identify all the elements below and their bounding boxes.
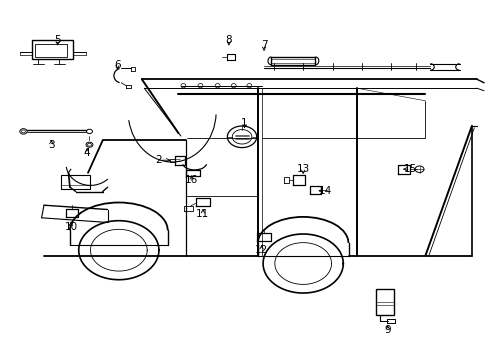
Text: 10: 10 [64, 222, 77, 232]
Text: 8: 8 [225, 35, 232, 45]
Text: 12: 12 [254, 245, 268, 255]
Text: 2: 2 [155, 155, 162, 165]
Text: 14: 14 [318, 186, 331, 196]
Bar [375, 289, 393, 315]
Text: 5: 5 [54, 35, 61, 45]
Text: 9: 9 [384, 325, 390, 336]
Text: 7: 7 [260, 40, 267, 50]
Text: 1: 1 [241, 118, 247, 128]
Bar [271, 57, 315, 65]
Bar [35, 44, 67, 57]
Text: 13: 13 [296, 164, 309, 174]
Text: 15: 15 [403, 164, 417, 174]
Text: 3: 3 [48, 140, 55, 150]
Bar [32, 40, 73, 59]
Text: 6: 6 [114, 60, 121, 70]
Text: 16: 16 [184, 175, 198, 185]
Text: 11: 11 [196, 209, 209, 219]
Text: 4: 4 [83, 148, 90, 158]
Bar [61, 175, 90, 189]
